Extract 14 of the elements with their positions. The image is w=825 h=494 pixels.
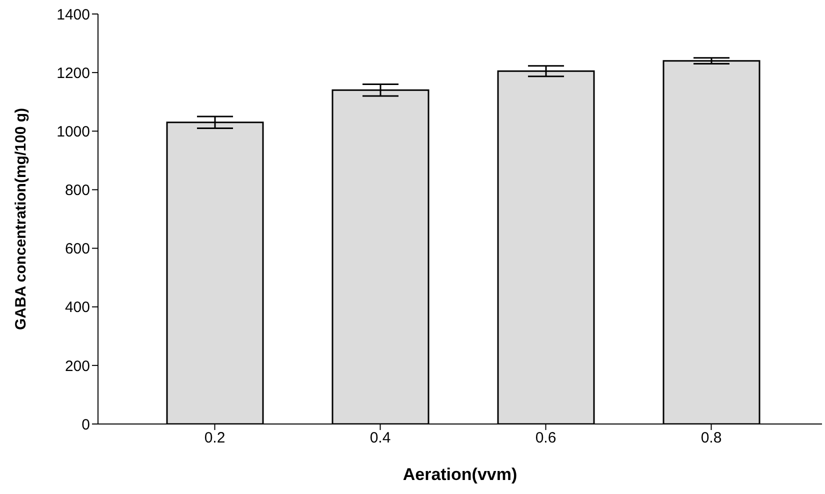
x-tick-label: 0.4	[370, 430, 391, 447]
y-tick-label: 400	[64, 299, 90, 316]
y-tick-label: 0	[82, 416, 90, 434]
y-tick-label: 1000	[56, 123, 90, 140]
x-tick-label: 0.6	[535, 430, 556, 447]
y-tick-label: 1200	[56, 64, 90, 82]
x-tick-label: 0.8	[700, 430, 722, 447]
y-tick-label: 1400	[56, 6, 90, 24]
x-axis-title: Aeration(vvm)	[402, 465, 518, 484]
y-tick-label: 200	[64, 358, 90, 375]
y-axis-title: GABA concentration(mg/100 g)	[12, 108, 30, 330]
x-tick-label: 0.2	[204, 430, 226, 447]
y-tick-label: 600	[64, 240, 90, 258]
y-tick-label: 800	[64, 182, 90, 200]
